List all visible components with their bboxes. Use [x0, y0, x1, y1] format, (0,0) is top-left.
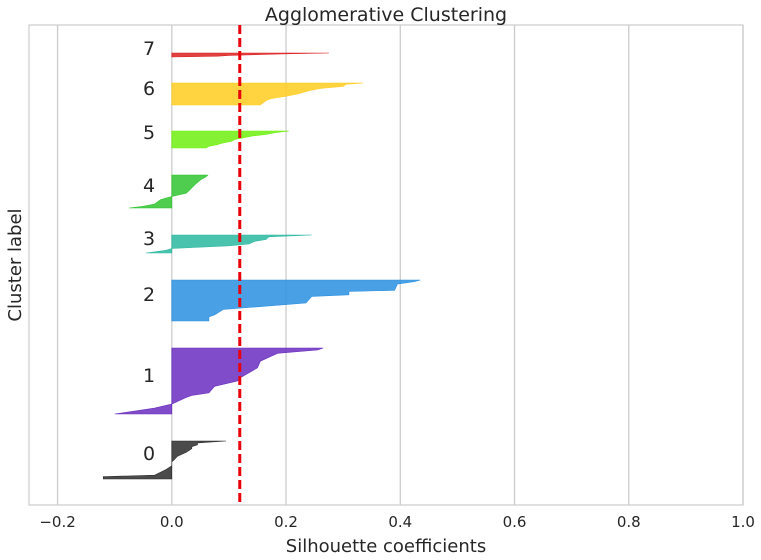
- cluster-label: 0: [143, 443, 155, 465]
- cluster-silhouettes: [103, 52, 421, 480]
- x-axis-label: Silhouette coefficients: [286, 536, 486, 557]
- cluster-5-silhouette: [171, 130, 289, 149]
- cluster-1-silhouette: [114, 347, 324, 415]
- x-tick-labels: −0.2 0.0 0.2 0.4 0.6 0.8 1.0: [39, 513, 755, 531]
- chart-title: Agglomerative Clustering: [265, 4, 507, 26]
- cluster-0-silhouette: [103, 440, 227, 480]
- cluster-label: 3: [143, 228, 155, 250]
- cluster-2-silhouette: [171, 279, 421, 322]
- cluster-labels: 0 1 2 3 4 5 6 7: [143, 38, 155, 465]
- cluster-6-silhouette: [171, 82, 364, 106]
- cluster-label: 5: [143, 122, 155, 144]
- plot-area: [28, 24, 744, 506]
- y-axis-label: Cluster label: [5, 208, 26, 321]
- cluster-label: 4: [143, 175, 155, 197]
- x-tick-label: 0.4: [388, 513, 412, 531]
- x-tick-label: 0.8: [617, 513, 641, 531]
- cluster-4-silhouette: [128, 174, 209, 209]
- x-tick-label: 1.0: [731, 513, 755, 531]
- x-tick-label: 0.0: [160, 513, 184, 531]
- cluster-label: 6: [143, 78, 155, 100]
- x-tick-label: 0.6: [503, 513, 527, 531]
- x-tick-label: −0.2: [39, 513, 75, 531]
- cluster-3-silhouette: [146, 234, 312, 254]
- cluster-label: 1: [143, 365, 155, 387]
- cluster-label: 2: [143, 284, 155, 306]
- x-tick-label: 0.2: [274, 513, 298, 531]
- cluster-label: 7: [143, 38, 155, 60]
- cluster-7-silhouette: [171, 52, 329, 58]
